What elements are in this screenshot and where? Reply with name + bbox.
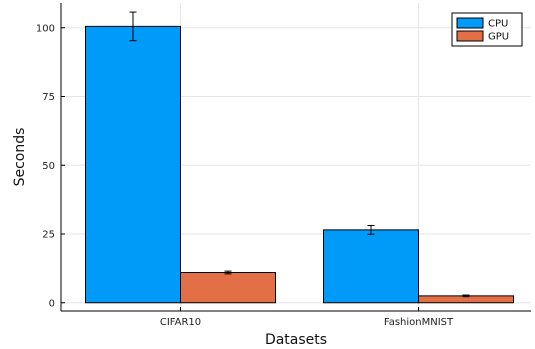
error-bars <box>129 11 470 298</box>
bar-cpu-cifar10 <box>85 25 181 304</box>
y-tick-label: 50 <box>42 161 55 172</box>
legend: CPU GPU <box>451 12 523 47</box>
x-ticks: CIFAR10 FashionMNIST <box>160 307 454 328</box>
axes <box>60 3 531 312</box>
legend-label-gpu: GPU <box>488 32 509 43</box>
y-ticks: 0 25 50 75 100 <box>36 23 65 309</box>
y-tick-label: 0 <box>49 298 55 309</box>
bar-cpu-fashionmnist <box>323 229 419 304</box>
y-tick-label: 25 <box>42 230 55 241</box>
x-tick-label: FashionMNIST <box>384 317 454 328</box>
y-axis-label: Seconds <box>12 128 28 187</box>
x-tick-label: CIFAR10 <box>160 317 201 328</box>
bar-gpu-cifar10 <box>180 272 276 304</box>
bars <box>85 25 514 304</box>
legend-swatch-cpu <box>456 17 484 29</box>
legend-label-cpu: CPU <box>488 19 508 30</box>
y-tick-label: 100 <box>36 23 55 34</box>
y-tick-label: 75 <box>42 92 55 103</box>
legend-swatch-gpu <box>456 30 484 42</box>
x-axis-label: Datasets <box>265 332 327 348</box>
